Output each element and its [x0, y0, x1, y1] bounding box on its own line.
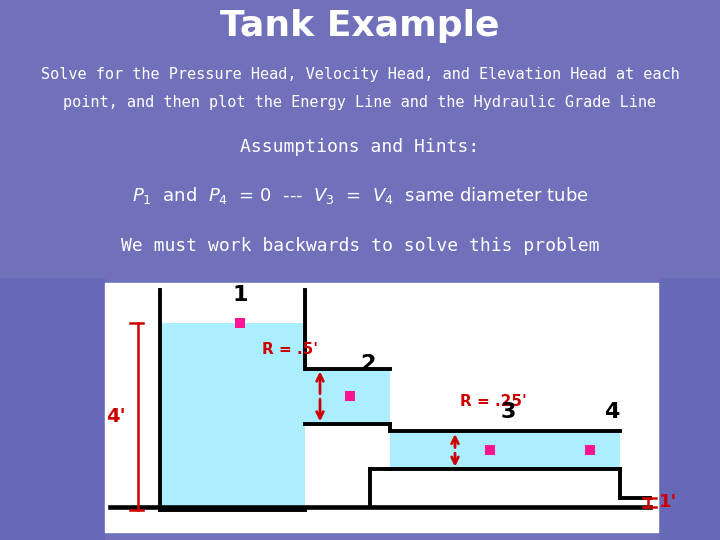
Text: Tank Example: Tank Example — [220, 9, 500, 43]
Bar — [0, 278, 105, 540]
Text: We must work backwards to solve this problem: We must work backwards to solve this pro… — [121, 237, 599, 255]
Bar — [345, 392, 355, 402]
Text: $P_1$  and  $P_4$  = 0  ---  $V_3$  =  $V_4$  same diameter tube: $P_1$ and $P_4$ = 0 --- $V_3$ = $V_4$ sa… — [132, 185, 588, 206]
Text: Solve for the Pressure Head, Velocity Head, and Elevation Head at each: Solve for the Pressure Head, Velocity He… — [40, 68, 680, 82]
Bar — [105, 283, 658, 532]
Bar — [485, 446, 495, 455]
Text: 4': 4' — [106, 407, 126, 426]
Bar — [390, 431, 620, 469]
Text: 3: 3 — [500, 402, 516, 422]
Text: point, and then plot the Energy Line and the Hydraulic Grade Line: point, and then plot the Energy Line and… — [63, 95, 657, 110]
Text: R = .5': R = .5' — [262, 342, 318, 357]
Bar — [235, 319, 245, 328]
Bar — [160, 323, 305, 510]
Bar — [660, 278, 720, 540]
Text: 4: 4 — [604, 402, 620, 422]
Text: 1: 1 — [233, 285, 248, 305]
Text: R = .25': R = .25' — [460, 394, 527, 409]
Text: 2: 2 — [360, 354, 376, 374]
Text: 1': 1' — [659, 493, 677, 511]
Bar — [305, 369, 390, 424]
Bar — [585, 446, 595, 455]
Text: Assumptions and Hints:: Assumptions and Hints: — [240, 138, 480, 157]
